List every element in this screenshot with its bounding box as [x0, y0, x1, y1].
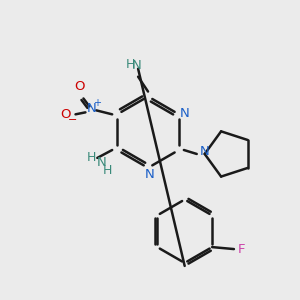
Text: N: N — [200, 146, 209, 158]
Text: −: − — [68, 115, 77, 125]
Text: H: H — [125, 58, 135, 71]
Text: N: N — [180, 107, 190, 120]
Text: H: H — [87, 152, 96, 164]
Text: H: H — [103, 164, 112, 177]
Text: O: O — [60, 108, 71, 121]
Text: O: O — [74, 80, 85, 93]
Text: N: N — [132, 59, 142, 72]
Text: N: N — [96, 156, 106, 170]
Text: N: N — [145, 168, 155, 181]
Text: +: + — [93, 98, 101, 108]
Text: F: F — [238, 243, 246, 256]
Text: N: N — [86, 102, 96, 115]
